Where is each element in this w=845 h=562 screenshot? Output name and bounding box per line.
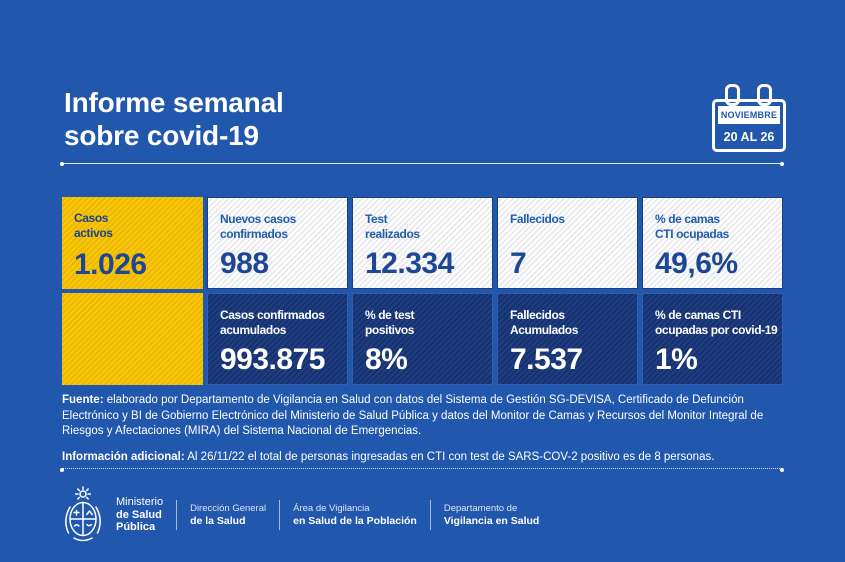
stats-grid: Casos activos 1.026 Nuevos casos confirmad…	[62, 197, 783, 385]
stat-card-value: 12.334	[365, 247, 454, 280]
stat-card-label: Fallecidos Acumulados	[510, 308, 579, 337]
calendar-ring-icon	[725, 84, 740, 106]
footer: Ministerio de Salud Pública Dirección Gene…	[60, 484, 539, 546]
department-line1: Dirección General	[190, 502, 267, 514]
ministry-name-line: de Salud	[116, 508, 162, 521]
calendar-ring-icon	[757, 84, 772, 106]
department-line1: Departamento de	[443, 502, 518, 514]
department-block: Área de Vigilancia en Salud de la Poblaci…	[293, 503, 417, 528]
department-line2: Vigilancia en Salud	[443, 514, 540, 527]
stat-card: % de test positivos 8%	[352, 293, 493, 385]
footer-separator	[176, 500, 178, 530]
stat-card-value: 7.537	[510, 343, 583, 376]
stat-card-label: % de camas CTI ocupadas por covid-19	[655, 308, 778, 337]
source-label: Fuente:	[62, 394, 104, 406]
source-note: Fuente: elaborado por Departamento de Vi…	[62, 393, 786, 440]
stat-card-value: 7	[510, 247, 527, 280]
footer-separator	[279, 500, 281, 530]
stat-card: Fallecidos Acumulados 7.537	[497, 293, 638, 385]
additional-info: Información adicional: Al 26/11/22 el to…	[62, 450, 786, 466]
stat-card: Casos confirmados acumulados 993.875	[207, 293, 348, 385]
calendar-month-label: NOVIEMBRE	[718, 106, 780, 124]
ministry-name-line: Ministerio	[116, 496, 164, 509]
page-title-line1: Informe semanal	[64, 87, 284, 118]
stat-card-label: Test realizados	[365, 212, 420, 241]
department-block: Dirección General de la Salud	[190, 503, 266, 528]
ministry-name-line: Pública	[116, 521, 156, 534]
department-block: Departamento de Vigilancia en Salud	[444, 503, 540, 528]
calendar-icon: NOVIEMBRE 20 AL 26	[712, 84, 786, 152]
stat-card-value: 993.875	[220, 343, 325, 376]
stat-card: % de camas CTI ocupadas 49,6%	[642, 197, 783, 289]
stat-card-label: % de camas CTI ocupadas	[655, 212, 729, 241]
additional-info-text: Al 26/11/22 el total de personas ingresa…	[184, 451, 715, 463]
stat-card-value: 8%	[365, 343, 408, 376]
stat-card: % de camas CTI ocupadas por covid-19 1%	[642, 293, 783, 385]
footer-separator	[429, 500, 431, 530]
stat-card-value: 1.026	[74, 248, 147, 281]
page-title: Informe semanal sobre covid-19	[64, 86, 284, 152]
department-line2: de la Salud	[190, 514, 246, 527]
calendar-date-range: 20 AL 26	[723, 130, 775, 144]
stat-card-label: Nuevos casos confirmados	[220, 212, 296, 241]
stat-card-label: Casos confirmados acumulados	[220, 308, 325, 337]
stat-card-label: % de test positivos	[365, 308, 415, 337]
stat-card: Nuevos casos confirmados 988	[207, 197, 348, 289]
footer-divider	[60, 467, 784, 472]
stat-card-value: 1%	[655, 343, 698, 376]
stat-card: Test realizados 12.334	[352, 197, 493, 289]
additional-info-label: Información adicional:	[62, 451, 185, 463]
stat-card	[62, 293, 203, 385]
department-line1: Área de Vigilancia	[293, 502, 370, 514]
stat-card: Fallecidos 7	[497, 197, 638, 289]
stat-card: Casos activos 1.026	[62, 197, 203, 289]
calendar-body: NOVIEMBRE 20 AL 26	[712, 99, 786, 152]
department-line2: en Salud de la Población	[293, 514, 417, 527]
stat-card-label: Casos activos	[74, 211, 113, 240]
stat-card-value: 988	[220, 247, 269, 280]
footer-departments: Dirección General de la Salud Área de Vigi…	[163, 500, 539, 530]
stat-card-label: Fallecidos	[510, 212, 565, 226]
ministry-name: Ministerio de Salud Pública	[116, 496, 163, 534]
source-text: elaborado por Departamento de Vigilancia…	[62, 394, 764, 437]
title-divider	[60, 161, 784, 166]
page-title-line2: sobre covid-19	[64, 120, 259, 151]
uruguay-coat-of-arms-icon	[65, 486, 101, 542]
stat-card-value: 49,6%	[655, 247, 738, 280]
